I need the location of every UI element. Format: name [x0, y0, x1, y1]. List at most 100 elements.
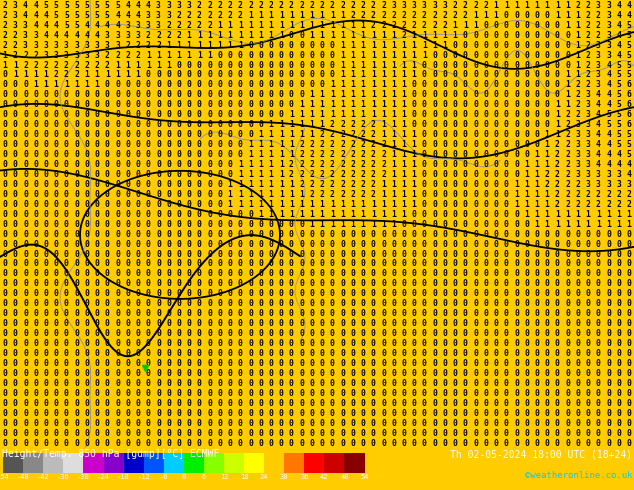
Text: 0: 0 — [166, 240, 171, 248]
Text: 0: 0 — [351, 240, 355, 248]
Text: 0: 0 — [494, 379, 498, 388]
Text: 0: 0 — [115, 379, 120, 388]
Text: 1: 1 — [309, 210, 314, 219]
Text: 0: 0 — [443, 299, 448, 308]
Text: 0: 0 — [504, 21, 508, 30]
Text: 2: 2 — [238, 11, 243, 20]
Text: 0: 0 — [596, 319, 601, 328]
Text: 0: 0 — [422, 319, 427, 328]
Text: 0: 0 — [105, 249, 110, 259]
Text: 0: 0 — [463, 418, 468, 428]
Text: 0: 0 — [453, 249, 458, 259]
Text: 0: 0 — [320, 339, 325, 348]
Text: 1: 1 — [258, 160, 263, 169]
Text: 0: 0 — [473, 230, 478, 239]
Text: 0: 0 — [126, 190, 130, 199]
Text: 0: 0 — [361, 329, 365, 338]
Text: 0: 0 — [156, 399, 161, 408]
Text: 2: 2 — [586, 21, 590, 30]
Text: 0: 0 — [473, 170, 478, 179]
Text: 0: 0 — [555, 309, 560, 318]
Text: 0: 0 — [565, 329, 570, 338]
Text: 0: 0 — [545, 339, 550, 348]
Text: 0: 0 — [432, 379, 437, 388]
Text: 1: 1 — [299, 120, 304, 129]
Text: 0: 0 — [299, 399, 304, 408]
Text: 3: 3 — [13, 21, 18, 30]
Text: 0: 0 — [463, 41, 468, 49]
Text: Th 02-05-2024 18:00 UTC (18+24): Th 02-05-2024 18:00 UTC (18+24) — [450, 449, 632, 459]
Text: 0: 0 — [494, 170, 498, 179]
Text: 1: 1 — [606, 210, 611, 219]
Text: 0: 0 — [33, 110, 38, 119]
Text: 1: 1 — [279, 11, 283, 20]
Text: 0: 0 — [401, 240, 406, 248]
Text: 0: 0 — [473, 90, 478, 99]
Text: 0: 0 — [279, 329, 283, 338]
Text: 0: 0 — [504, 339, 508, 348]
Text: 1: 1 — [381, 190, 386, 199]
Text: 1: 1 — [576, 11, 580, 20]
Text: 0: 0 — [136, 409, 140, 417]
Text: 3: 3 — [146, 11, 151, 20]
Text: 0: 0 — [217, 150, 223, 159]
Text: 2: 2 — [555, 190, 560, 199]
Text: 0: 0 — [115, 110, 120, 119]
Text: 1: 1 — [340, 21, 345, 30]
Text: 0: 0 — [453, 200, 458, 209]
Text: 0: 0 — [483, 389, 488, 398]
Text: 0: 0 — [279, 289, 283, 298]
Text: 0: 0 — [3, 319, 8, 328]
Text: 0: 0 — [565, 359, 570, 368]
Text: 0: 0 — [156, 279, 161, 288]
Text: 0: 0 — [3, 389, 8, 398]
Text: 0: 0 — [606, 270, 611, 278]
Text: 0: 0 — [534, 110, 540, 119]
Text: 0: 0 — [411, 230, 417, 239]
Text: 0: 0 — [514, 329, 519, 338]
Text: 0: 0 — [443, 140, 448, 149]
Text: 0: 0 — [44, 429, 48, 438]
Text: 0: 0 — [606, 439, 611, 447]
Text: 0: 0 — [207, 220, 212, 229]
Text: 0: 0 — [207, 71, 212, 79]
Text: 0: 0 — [115, 140, 120, 149]
Text: 1: 1 — [361, 90, 365, 99]
Text: 1: 1 — [248, 190, 253, 199]
Text: 0: 0 — [156, 289, 161, 298]
Text: 0: 0 — [299, 389, 304, 398]
Text: 0: 0 — [269, 270, 273, 278]
Text: 0: 0 — [453, 71, 458, 79]
Text: 0: 0 — [483, 220, 488, 229]
Text: 0: 0 — [74, 270, 79, 278]
Text: 2: 2 — [565, 200, 570, 209]
Text: 0: 0 — [105, 379, 110, 388]
Text: 0: 0 — [401, 379, 406, 388]
Text: 6: 6 — [626, 100, 631, 109]
Text: 0: 0 — [330, 50, 335, 60]
Text: 0: 0 — [238, 279, 243, 288]
Text: 0: 0 — [422, 160, 427, 169]
Text: 0: 0 — [115, 170, 120, 179]
Text: 0: 0 — [84, 170, 89, 179]
Text: 2: 2 — [126, 50, 130, 60]
Text: 0: 0 — [84, 409, 89, 417]
Text: 2: 2 — [105, 50, 110, 60]
Text: 0: 0 — [74, 170, 79, 179]
Text: 0: 0 — [33, 429, 38, 438]
Text: 0: 0 — [432, 71, 437, 79]
Text: 0: 0 — [217, 100, 223, 109]
Text: 2: 2 — [432, 21, 437, 30]
Text: 4: 4 — [94, 31, 100, 40]
Text: 0: 0 — [238, 100, 243, 109]
Text: 0: 0 — [64, 279, 69, 288]
Text: 1: 1 — [340, 220, 345, 229]
Text: 2: 2 — [330, 150, 335, 159]
Text: 0: 0 — [197, 379, 202, 388]
Text: 0: 0 — [524, 41, 529, 49]
Text: 0: 0 — [13, 349, 18, 358]
Text: 0: 0 — [576, 270, 580, 278]
Text: 0: 0 — [473, 50, 478, 60]
Text: 1: 1 — [248, 140, 253, 149]
Text: 0: 0 — [596, 299, 601, 308]
